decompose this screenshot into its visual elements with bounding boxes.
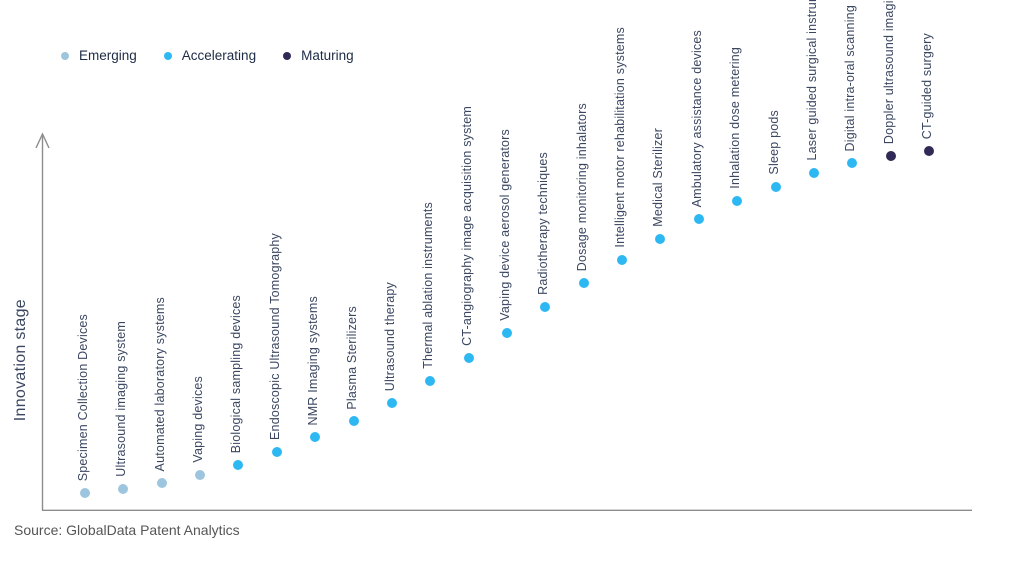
data-point — [693, 214, 704, 225]
data-point — [770, 181, 781, 192]
point-label: Laser guided surgical instruments — [804, 0, 819, 161]
point-label: Plasma Sterilizers — [344, 305, 359, 410]
data-point — [195, 469, 206, 480]
point-label: Ultrasound imaging system — [114, 321, 129, 477]
point-label: Specimen Collection Devices — [76, 313, 90, 481]
y-axis-arrow-icon — [35, 132, 50, 149]
point-label: Inhalation dose metering — [728, 47, 743, 190]
point-label: NMR Imaging systems — [306, 295, 321, 426]
data-point — [502, 328, 512, 339]
y-axis-title: Innovation stage — [12, 298, 29, 421]
legend-item-maturing: Maturing — [283, 48, 354, 63]
point-label: CT-angiography image acquisition system — [459, 106, 474, 346]
data-point — [808, 167, 819, 178]
data-point — [310, 432, 321, 443]
data-point — [80, 487, 90, 498]
source-note: Source: GlobalData Patent Analytics — [14, 522, 240, 538]
point-label: CT-guided surgery — [920, 32, 934, 140]
data-point — [847, 157, 858, 168]
data-point — [386, 398, 397, 409]
data-point — [732, 196, 743, 207]
point-label: Endoscopic Ultrasound Tomography — [267, 232, 282, 440]
point-label: Vaping device aerosol generators — [498, 129, 512, 322]
legend-dot-maturing-icon — [283, 51, 292, 60]
point-label: Sleep pods — [766, 110, 781, 175]
data-point — [924, 146, 934, 157]
point-label: Ambulatory assistance devices — [689, 29, 704, 208]
point-label: Ultrasound therapy — [382, 281, 397, 392]
legend-item-accelerating: Accelerating — [163, 48, 257, 63]
point-label: Automated laboratory systems — [152, 296, 167, 471]
point-label: Doppler ultrasound imaging — [881, 0, 896, 144]
data-point — [885, 150, 896, 161]
data-point — [540, 301, 551, 312]
point-label: Dosage monitoring inhalators — [574, 102, 589, 271]
data-point — [233, 459, 244, 470]
legend-dot-accelerating-icon — [163, 51, 172, 60]
legend-item-emerging: Emerging — [61, 48, 137, 63]
data-point — [578, 277, 589, 288]
point-label: Intelligent motor rehabilitation systems — [613, 27, 628, 248]
data-point — [425, 375, 436, 386]
legend-label-emerging: Emerging — [79, 48, 137, 63]
data-point — [118, 483, 129, 494]
data-point — [655, 234, 666, 245]
data-point — [617, 254, 628, 265]
data-point — [271, 446, 282, 457]
point-label: Medical Sterilizer — [651, 128, 666, 228]
legend-label-accelerating: Accelerating — [181, 48, 257, 63]
data-point — [348, 416, 359, 427]
point-label: Thermal ablation instruments — [421, 202, 436, 369]
point-label: Digital intra-oral scanning — [843, 4, 858, 151]
point-label: Vaping devices — [191, 376, 206, 463]
legend-label-maturing: Maturing — [301, 48, 354, 63]
point-label: Radiotherapy techniques — [536, 151, 551, 295]
legend-dot-emerging-icon — [61, 51, 69, 60]
data-point — [463, 352, 474, 363]
data-point — [156, 477, 167, 488]
point-label: Biological sampling devices — [229, 294, 244, 453]
legend: Emerging Accelerating Maturing — [61, 48, 354, 63]
